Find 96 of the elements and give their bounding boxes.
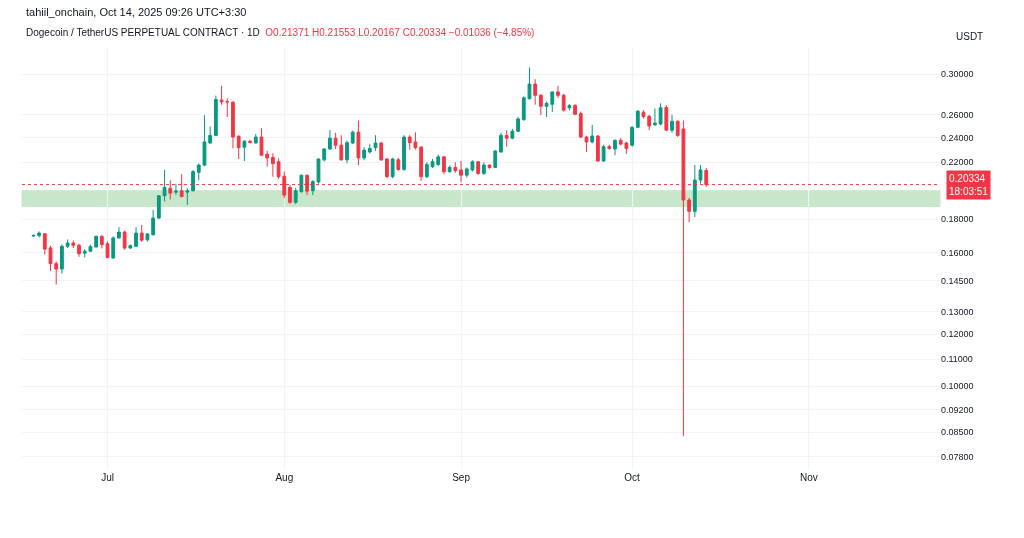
candlestick <box>653 107 657 127</box>
y-tick-label: 0.14500 <box>941 275 974 286</box>
candlestick <box>481 161 486 176</box>
ref-line-label: 0.20334 <box>949 173 986 184</box>
candlestick <box>419 145 424 182</box>
candlestick <box>396 157 401 172</box>
y-tick-label: 0.12000 <box>941 329 974 340</box>
candlestick <box>459 160 463 183</box>
candlestick <box>510 128 515 140</box>
candlestick <box>117 226 121 239</box>
y-tick-label: 0.09200 <box>941 404 974 415</box>
chart-subtitle: tahiil_onchain, Oct 14, 2025 09:26 UTC+3:30 <box>26 6 247 18</box>
candlestick <box>516 116 520 133</box>
candlestick <box>607 144 612 151</box>
candlestick <box>504 129 509 148</box>
candlestick <box>590 124 595 145</box>
x-tick-label: Aug <box>275 472 294 483</box>
candlestick <box>174 183 178 196</box>
candlestick <box>687 197 692 223</box>
x-tick-label: Sep <box>452 472 471 483</box>
candlestick <box>151 209 156 236</box>
candlestick <box>65 238 70 249</box>
candlestick <box>556 85 560 99</box>
candlestick <box>139 224 144 243</box>
x-tick-label: Oct <box>624 472 641 483</box>
candlestick <box>595 134 600 163</box>
candlestick <box>356 120 361 166</box>
candlestick <box>453 161 458 174</box>
candlestick <box>476 160 481 176</box>
x-tick-label: Nov <box>799 472 818 483</box>
candlestick <box>242 139 247 162</box>
text: O0.21371 H0.21553 L0.20167 C0.20334 −0.01036 (−4.85%) <box>265 27 535 38</box>
candlestick <box>145 232 150 242</box>
candlestick <box>156 194 161 220</box>
y-axis-title: USDT <box>956 31 984 42</box>
y-tick-label: 0.30000 <box>941 69 974 80</box>
candlestick <box>122 230 127 251</box>
candlestick <box>288 184 292 205</box>
candlestick <box>60 244 64 275</box>
candlestick <box>362 146 367 161</box>
y-tick-label: 0.10000 <box>941 381 974 392</box>
candlestick <box>94 234 99 248</box>
candlestick <box>191 169 195 192</box>
text: 18:03:51 <box>949 186 989 197</box>
candlestick <box>77 243 81 258</box>
candlestick <box>31 234 36 238</box>
x-tick-label: Jul <box>101 472 114 483</box>
y-tick-label: 0.13000 <box>941 306 974 317</box>
candlestick <box>134 226 138 248</box>
candlestick <box>447 164 452 174</box>
candlestick <box>658 102 663 126</box>
candlestick <box>71 239 76 249</box>
candlestick <box>538 93 543 116</box>
candlestick <box>213 95 218 137</box>
candlestick <box>390 157 395 179</box>
candlestick <box>499 132 503 154</box>
candlestick <box>601 144 606 163</box>
candlestick <box>613 138 617 156</box>
candlestick <box>385 157 389 179</box>
candlestick <box>573 103 577 116</box>
candlestick <box>487 164 492 170</box>
candlestick <box>162 169 167 203</box>
y-tick-label: 0.26000 <box>941 109 974 120</box>
candlestick <box>664 104 669 132</box>
candlestick <box>379 141 384 162</box>
candlestick <box>37 230 41 238</box>
candlestick <box>402 134 406 172</box>
candlestick <box>635 109 640 129</box>
candlestick <box>442 155 446 175</box>
candlestick <box>185 187 190 206</box>
candlestick <box>670 114 674 134</box>
y-tick-label: 0.22000 <box>941 157 974 168</box>
candlestick <box>253 133 258 145</box>
y-tick-label: 0.24000 <box>941 132 974 143</box>
y-tick-label: 0.07800 <box>941 451 974 462</box>
candlestick <box>533 78 538 106</box>
candlestick <box>248 139 252 145</box>
candlestick <box>231 100 235 149</box>
candlestick <box>270 152 275 178</box>
candlestick <box>111 235 116 260</box>
candlestick <box>350 130 355 145</box>
candlestick <box>630 125 634 148</box>
candlestick <box>493 149 498 169</box>
candlestick <box>328 129 332 151</box>
y-tick-label: 0.08500 <box>941 427 974 438</box>
candlestick <box>128 244 133 250</box>
chart-title: Dogecoin / TetherUS PERPETUAL CONTRACT · 1D <box>26 27 260 38</box>
candlestick <box>345 140 349 164</box>
candlestick <box>367 143 372 154</box>
y-tick-label: 0.11000 <box>941 354 973 365</box>
y-tick-label: 0.16000 <box>941 247 974 258</box>
candlestick <box>567 103 572 111</box>
y-tick-label: 0.18000 <box>941 214 974 225</box>
candlestick <box>561 93 566 113</box>
candlestick <box>373 134 378 152</box>
candlestick <box>236 134 241 160</box>
